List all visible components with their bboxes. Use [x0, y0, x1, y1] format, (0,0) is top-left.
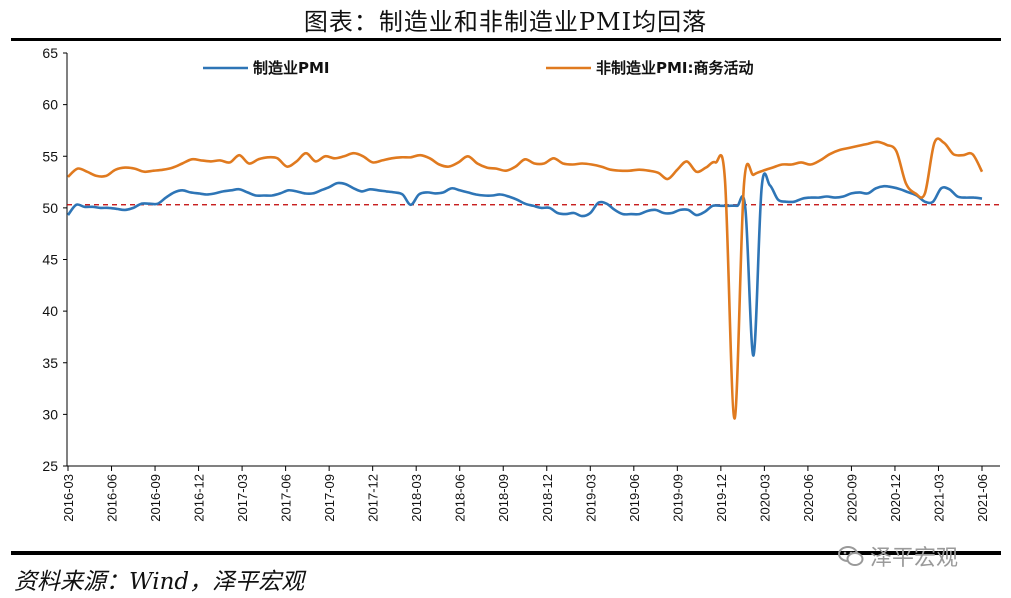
y-tick-label: 65: [42, 45, 58, 61]
y-tick-label: 35: [42, 355, 58, 371]
chart-title: 图表：制造业和非制造业PMI均回落: [303, 8, 708, 36]
y-tick-label: 30: [42, 406, 58, 422]
x-tick-label: 2019-09: [670, 474, 685, 522]
y-tick-label: 55: [42, 148, 58, 164]
y-tick-label: 60: [42, 97, 58, 113]
x-tick-label: 2019-03: [583, 474, 598, 522]
source-note: 资料来源：Wind，泽平宏观: [14, 569, 305, 595]
x-tick-label: 2017-06: [279, 474, 294, 522]
bottom-rule: [11, 551, 1001, 555]
wechat-icon: [838, 546, 864, 566]
series-line-1: [67, 137, 984, 420]
x-tick-label: 2020-09: [844, 474, 859, 522]
x-tick-label: 2020-06: [801, 474, 816, 522]
series-line-0: [66, 172, 983, 357]
x-tick-label: 2021-03: [931, 474, 946, 522]
x-tick-label: 2018-09: [496, 474, 511, 522]
y-tick-label: 45: [42, 252, 58, 268]
x-tick-label: 2018-06: [453, 474, 468, 522]
top-rule: [11, 38, 1001, 41]
x-tick-label: 2018-03: [409, 474, 424, 522]
x-tick-label: 2020-12: [888, 474, 903, 522]
x-tick-label: 2016-03: [61, 474, 76, 522]
x-tick-label: 2019-06: [627, 474, 642, 522]
x-tick-label: 2016-09: [148, 474, 163, 522]
x-tick-label: 2018-12: [540, 474, 555, 522]
chart-axes: 25 30 35 40 45 50 55 60 65 2016-03 2016-06 2016-09 2…: [42, 45, 1000, 522]
y-tick-label: 50: [42, 200, 58, 216]
legend-label-0: 制造业PMI: [253, 59, 330, 77]
y-tick-label: 40: [42, 303, 58, 319]
x-tick-label: 2019-12: [714, 474, 729, 522]
watermark-text: 泽平宏观: [870, 546, 959, 571]
x-tick-label: 2020-03: [757, 474, 772, 522]
legend-label-1: 非制造业PMI:商务活动: [596, 59, 754, 77]
series-lines: [66, 137, 984, 420]
x-tick-label: 2016-12: [192, 474, 207, 522]
x-tick-label: 2021-06: [975, 474, 990, 522]
y-tick-label: 25: [42, 458, 58, 474]
x-tick-label: 2017-03: [235, 474, 250, 522]
x-tick-label: 2017-12: [366, 474, 381, 522]
chart-legend: 制造业PMI 非制造业PMI:商务活动: [203, 59, 754, 77]
watermark: 泽平宏观: [838, 540, 958, 572]
x-tick-label: 2016-06: [105, 474, 120, 522]
x-tick-label: 2017-09: [322, 474, 337, 522]
